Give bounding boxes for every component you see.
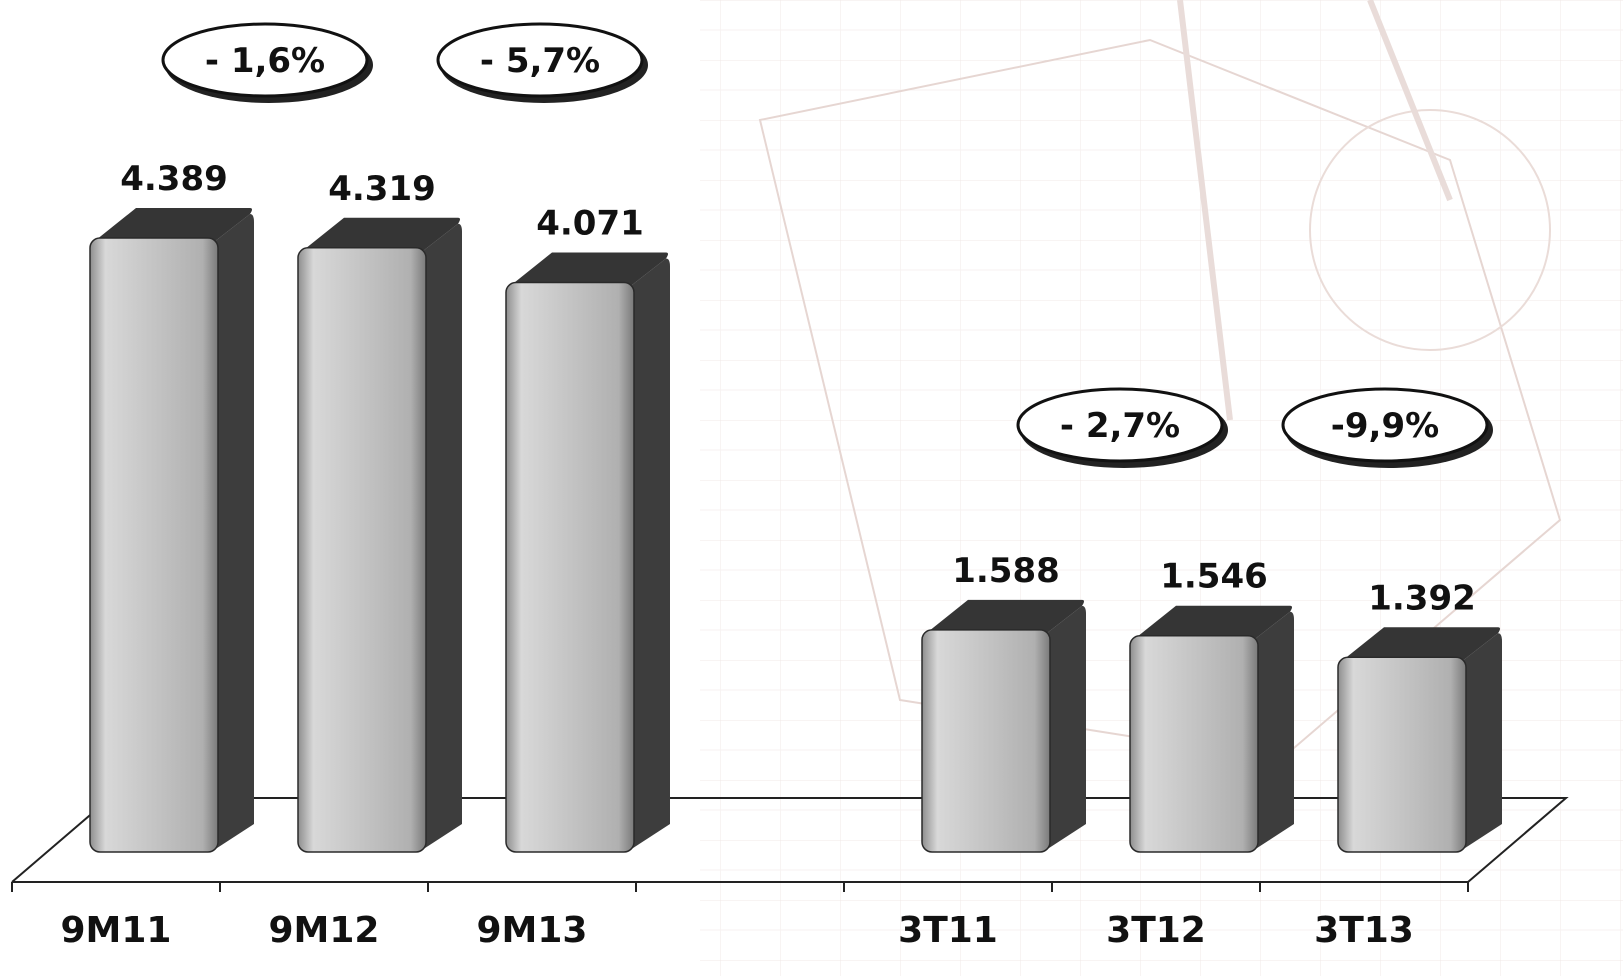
- change-badge: - 1,6%: [161, 22, 373, 103]
- change-badge: -9,9%: [1281, 387, 1493, 468]
- bar: [921, 629, 1051, 853]
- bar: [1129, 634, 1259, 853]
- bar-top: [1136, 605, 1292, 640]
- bar-value-label: 1.392: [1368, 578, 1476, 618]
- bar-side: [1462, 633, 1502, 850]
- bar-top: [96, 208, 252, 242]
- floor-outline: [11, 797, 1569, 883]
- badge-text: - 1,6%: [205, 41, 325, 81]
- badge-ellipse: [436, 22, 644, 98]
- bar-side: [630, 258, 670, 850]
- badge-text: - 5,7%: [480, 41, 600, 81]
- badge-ellipse: [1281, 387, 1489, 463]
- bar-side: [214, 214, 254, 850]
- bar-top: [928, 599, 1084, 634]
- badge-ellipse: [161, 22, 369, 98]
- change-badge: - 2,7%: [1016, 387, 1228, 468]
- category-label: 9M12: [269, 910, 380, 951]
- category-label: 9M13: [477, 910, 588, 951]
- bar-top: [1344, 627, 1500, 662]
- bar-value-label: 1.546: [1160, 557, 1268, 597]
- bar-top: [304, 217, 460, 252]
- chart-floor: [11, 797, 1569, 892]
- bar-value-label: 4.319: [328, 169, 436, 209]
- category-label: 3T13: [1314, 910, 1414, 951]
- bar: [1337, 656, 1467, 853]
- bar-value-label: 4.389: [120, 159, 228, 199]
- badge-text: -9,9%: [1331, 406, 1439, 446]
- bar-side: [1254, 611, 1294, 850]
- bars-group: [89, 208, 1502, 853]
- bar-side: [422, 223, 462, 850]
- bar-top: [512, 252, 668, 287]
- bar-value-label: 1.588: [952, 551, 1060, 591]
- badge-ellipse: [1016, 387, 1224, 463]
- category-label: 3T12: [1106, 910, 1206, 951]
- bar: [505, 281, 635, 853]
- bar-side: [1046, 605, 1086, 850]
- change-badges-group: - 1,6% - 5,7% - 2,7% -9,9%: [161, 22, 1493, 468]
- category-labels-group: 9M11 9M12 9M13 3T11 3T12 3T13: [61, 910, 1414, 951]
- badge-text: - 2,7%: [1060, 406, 1180, 446]
- category-label: 3T11: [898, 910, 998, 951]
- bar: [89, 237, 219, 853]
- value-labels-group: 4.389 4.319 4.071 1.588 1.546 1.392: [120, 159, 1476, 618]
- category-label: 9M11: [61, 910, 172, 951]
- bar: [297, 247, 427, 853]
- bar-value-label: 4.071: [536, 203, 644, 243]
- change-badge: - 5,7%: [436, 22, 648, 103]
